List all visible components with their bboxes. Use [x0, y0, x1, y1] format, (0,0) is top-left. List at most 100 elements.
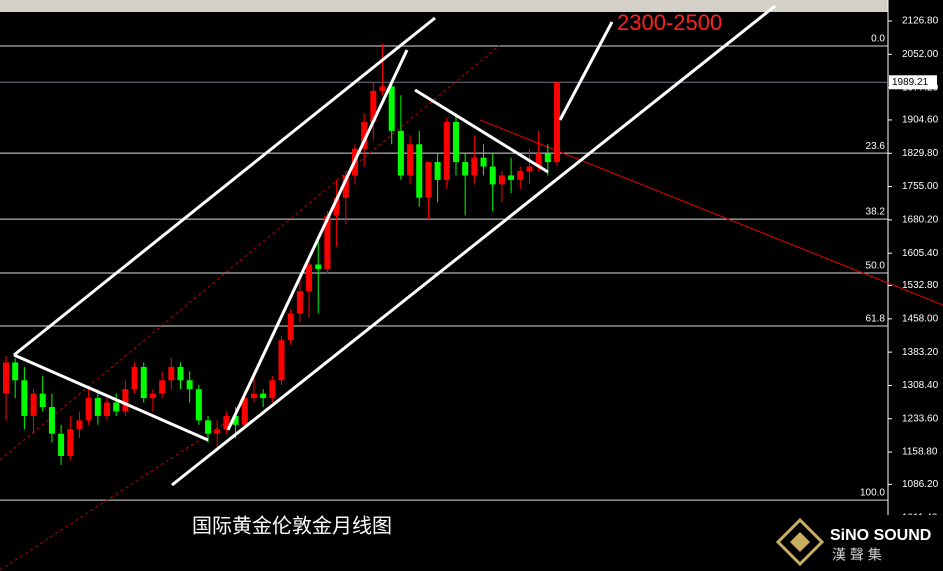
- candle-body: [462, 162, 469, 176]
- y-tick-label: 1158.80: [902, 447, 938, 458]
- price-box: [889, 75, 937, 90]
- candle-body: [296, 291, 303, 314]
- candle-body: [489, 166, 496, 185]
- candle-body: [94, 398, 101, 416]
- candle-body: [535, 153, 542, 167]
- y-tick-label: 1308.40: [902, 380, 939, 391]
- candle-body: [388, 86, 395, 131]
- candle-body: [30, 393, 37, 416]
- channel-line: [0, 44, 501, 461]
- chart-title: 国际黄金伦敦金月线图: [192, 514, 392, 537]
- candle-body: [214, 429, 221, 434]
- candle-body: [480, 157, 487, 167]
- candle-body: [21, 380, 28, 416]
- arrow: [13, 353, 209, 442]
- candle-body: [39, 393, 46, 407]
- candle-body: [85, 398, 92, 421]
- target-annotation: 2300-2500: [617, 10, 722, 35]
- candles: [3, 44, 560, 465]
- candle-body: [379, 86, 386, 91]
- candle-body: [498, 175, 505, 185]
- arrow: [171, 4, 776, 487]
- y-tick-label: 1829.80: [902, 148, 939, 159]
- fib-label: 100.0: [860, 488, 885, 499]
- fib-label: 38.2: [866, 207, 886, 218]
- candle-body: [526, 166, 533, 171]
- candle-body: [471, 157, 478, 176]
- candle-body: [443, 122, 450, 180]
- y-tick-label: 1605.40: [902, 248, 939, 259]
- y-tick-label: 1904.60: [902, 115, 939, 126]
- arrow: [558, 21, 614, 121]
- logo-diamond: [790, 532, 810, 552]
- channel-line: [0, 419, 231, 571]
- fib-label: 23.6: [866, 141, 886, 152]
- y-tick-label: 1532.80: [902, 280, 939, 291]
- candle-body: [425, 162, 432, 198]
- candle-body: [306, 264, 313, 292]
- candle-body: [113, 402, 120, 412]
- candle-body: [67, 429, 74, 456]
- arrows: [13, 4, 776, 487]
- fib-group: 0.0 23.6 38.2 50.0 61.8 100.0: [0, 34, 888, 501]
- candle-body: [104, 402, 111, 416]
- arrow: [13, 16, 436, 357]
- candle-body: [186, 380, 193, 390]
- candle-body: [452, 122, 459, 163]
- candle-body: [76, 420, 83, 430]
- candle-body: [140, 366, 147, 399]
- candle-body: [48, 406, 55, 434]
- logo-brand: SiNO SOUND: [830, 527, 931, 544]
- candle-body: [361, 122, 368, 149]
- candle-body: [195, 389, 202, 421]
- y-tick-label: 1755.00: [902, 181, 939, 192]
- candle-body: [232, 415, 239, 425]
- candle-body: [177, 366, 184, 381]
- candle-body: [58, 433, 65, 456]
- y-tick-label: 1458.00: [902, 313, 939, 324]
- arrow: [414, 88, 549, 174]
- candle-body: [370, 90, 377, 123]
- candle-body: [122, 389, 129, 412]
- candle-body: [168, 366, 175, 381]
- candle-body: [159, 380, 166, 394]
- y-tick-label: 2052.00: [902, 49, 939, 60]
- logo-diamond: [775, 517, 825, 567]
- candle-body: [397, 130, 404, 176]
- fib-label: 0.0: [871, 34, 885, 45]
- arrow: [226, 49, 409, 431]
- fib-label: 61.8: [866, 314, 886, 325]
- candle-body: [149, 393, 156, 399]
- candle-body: [554, 82, 560, 163]
- y-tick-label: 1233.60: [902, 413, 939, 424]
- candle-body: [508, 175, 515, 180]
- candle-body: [3, 362, 9, 394]
- candle-body: [12, 362, 19, 381]
- y-tick-label: 1680.20: [902, 215, 939, 226]
- candle-body: [223, 415, 230, 430]
- candle-body: [434, 162, 441, 180]
- y-tick-label: 1383.20: [902, 347, 939, 358]
- candle-body: [416, 144, 423, 198]
- candle-body: [324, 215, 331, 269]
- y-tick-label: 2126.80: [902, 16, 939, 27]
- fib-label: 50.0: [866, 261, 886, 272]
- candle-body: [517, 170, 524, 180]
- candle-body: [260, 393, 267, 399]
- candle-body: [205, 420, 212, 434]
- candle-body: [287, 313, 294, 341]
- candle-body: [407, 144, 414, 176]
- logo-subtitle: 漢 聲 集: [832, 547, 882, 563]
- candle-body: [315, 264, 322, 269]
- y-tick-label: 1086.20: [902, 479, 939, 490]
- candle-body: [342, 175, 349, 198]
- candle-body: [544, 153, 551, 163]
- candle-body: [241, 398, 248, 425]
- candle-body: [269, 380, 276, 399]
- candle-body: [131, 366, 138, 390]
- current-price: 1989.21: [892, 77, 929, 88]
- candle-body: [250, 393, 257, 399]
- toolbar: [0, 0, 888, 12]
